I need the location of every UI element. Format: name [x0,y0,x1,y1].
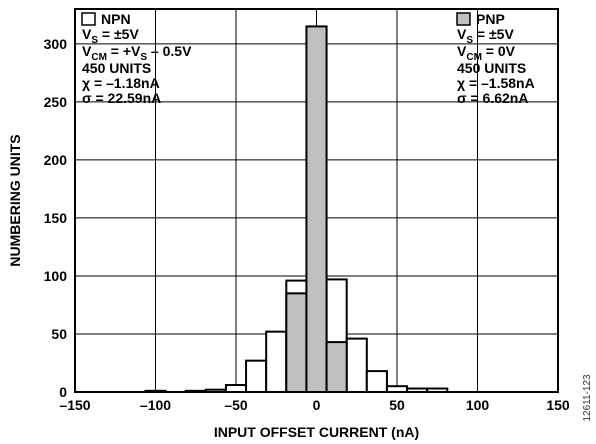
x-tick-label: 100 [466,397,490,413]
legend-line: σ = 6.62nA [457,90,528,106]
legend-swatch [81,12,96,26]
npn-bar [224,384,248,394]
legend-line: 450 UNITS [82,60,151,76]
y-tick-label: 300 [44,36,68,52]
figure-id: 12611-123 [582,374,593,422]
histogram-bars [144,25,449,394]
legend-line: σ = 22.59nA [82,90,161,106]
legend-line: χ = –1.18nA [82,75,160,91]
y-tick-label: 50 [51,326,67,342]
x-axis-title: INPUT OFFSET CURRENT (nA) [214,424,419,440]
legend-label: PNP [476,11,505,27]
x-tick-label: 150 [546,397,570,413]
npn-bar [365,370,388,394]
y-axis-title: NUMBERING UNITS [7,134,23,266]
y-tick-label: 250 [44,94,68,110]
pnp-bar [305,25,328,394]
legend-line: χ = –1.58nA [457,75,535,91]
y-tick-label: 100 [44,268,68,284]
legend-line: VCM = 0V [457,43,516,63]
npn-bar [345,337,368,393]
legend-label: NPN [101,11,131,27]
y-tick-label: 0 [59,384,67,400]
x-tick-label: 50 [389,397,405,413]
legend-line: VCM = +VS – 0.5V [82,43,192,63]
pnp-bar [285,292,308,393]
pnp-bar [325,341,348,393]
axis-ticks: –150 –100 –50 0 50 100 150 0 50 100 150 200 250 300 [44,36,570,413]
legend-line: 450 UNITS [457,60,526,76]
x-tick-label: –150 [59,397,90,413]
legend-line: VS = ±5V [82,26,139,46]
legend-line: VS = ±5V [457,26,514,46]
plot-frame [74,8,559,393]
npn-bar [265,330,288,394]
npn-bar [245,359,268,393]
x-tick-label: –100 [140,397,171,413]
x-tick-label: 0 [313,397,321,413]
y-tick-label: 200 [44,152,68,168]
y-tick-label: 150 [44,210,68,226]
x-tick-label: –50 [224,397,248,413]
legend-swatch [456,12,471,26]
